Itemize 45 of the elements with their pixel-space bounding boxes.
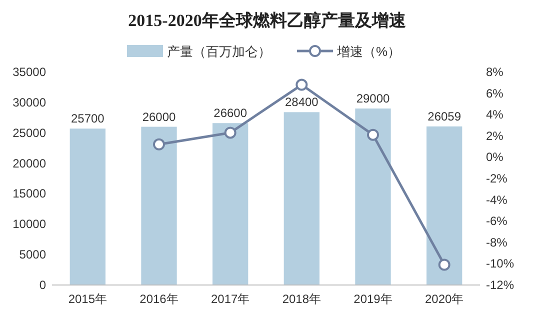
y-tick-label: 25000: [12, 126, 46, 140]
y-tick-label: 15000: [12, 186, 46, 201]
data-label: 29000: [356, 92, 390, 106]
point: [224, 126, 236, 139]
y2-tick-label: 4%: [486, 108, 504, 122]
bar: [70, 128, 106, 285]
y2-tick-label: -12%: [486, 278, 514, 292]
data-label: 26000: [142, 110, 176, 124]
point: [153, 138, 165, 150]
point: [367, 128, 379, 141]
x-tick-label: 2015年: [68, 292, 108, 306]
y-tick-label: 30000: [12, 95, 46, 110]
y-tick-label: 10000: [12, 217, 46, 232]
y2-tick-label: -6%: [486, 214, 508, 228]
y-tick-label: 5000: [19, 248, 46, 262]
x-tick-label: 2019年: [354, 292, 392, 306]
data-label: 28400: [284, 95, 319, 110]
data-label: 25700: [70, 112, 105, 126]
y-tick-label: 35000: [12, 65, 46, 79]
y2-tick-label: 0%: [486, 150, 504, 164]
x-tick-label: 2020年: [424, 292, 464, 306]
legend-label: 增速（%）: [336, 44, 401, 59]
data-label: 26600: [214, 106, 248, 120]
point: [438, 258, 450, 271]
legend-label: 产量（百万加仑）: [167, 44, 271, 59]
y2-tick-label: -2%: [486, 172, 508, 186]
bar: [212, 123, 248, 285]
y2-tick-label: 6%: [486, 86, 504, 100]
x-tick-label: 2017年: [210, 292, 250, 306]
chart-title: 2015-2020年全球燃料乙醇产量及增速: [128, 11, 406, 30]
bar: [141, 126, 177, 285]
bar: [426, 126, 462, 285]
x-tick-label: 2016年: [140, 292, 178, 306]
y-tick-label: 0: [39, 278, 46, 292]
point: [296, 78, 308, 91]
y2-tick-label: -4%: [486, 192, 508, 207]
y-tick-label: 20000: [12, 156, 46, 170]
data-label: 26059: [428, 109, 462, 124]
x-tick-label: 2018年: [282, 292, 322, 306]
y2-tick-label: -8%: [486, 235, 508, 250]
bar: [284, 112, 320, 285]
y2-tick-label: 8%: [486, 65, 504, 79]
y2-tick-label: 2%: [486, 128, 504, 143]
bar: [355, 108, 391, 285]
y2-tick-label: -10%: [486, 256, 514, 271]
